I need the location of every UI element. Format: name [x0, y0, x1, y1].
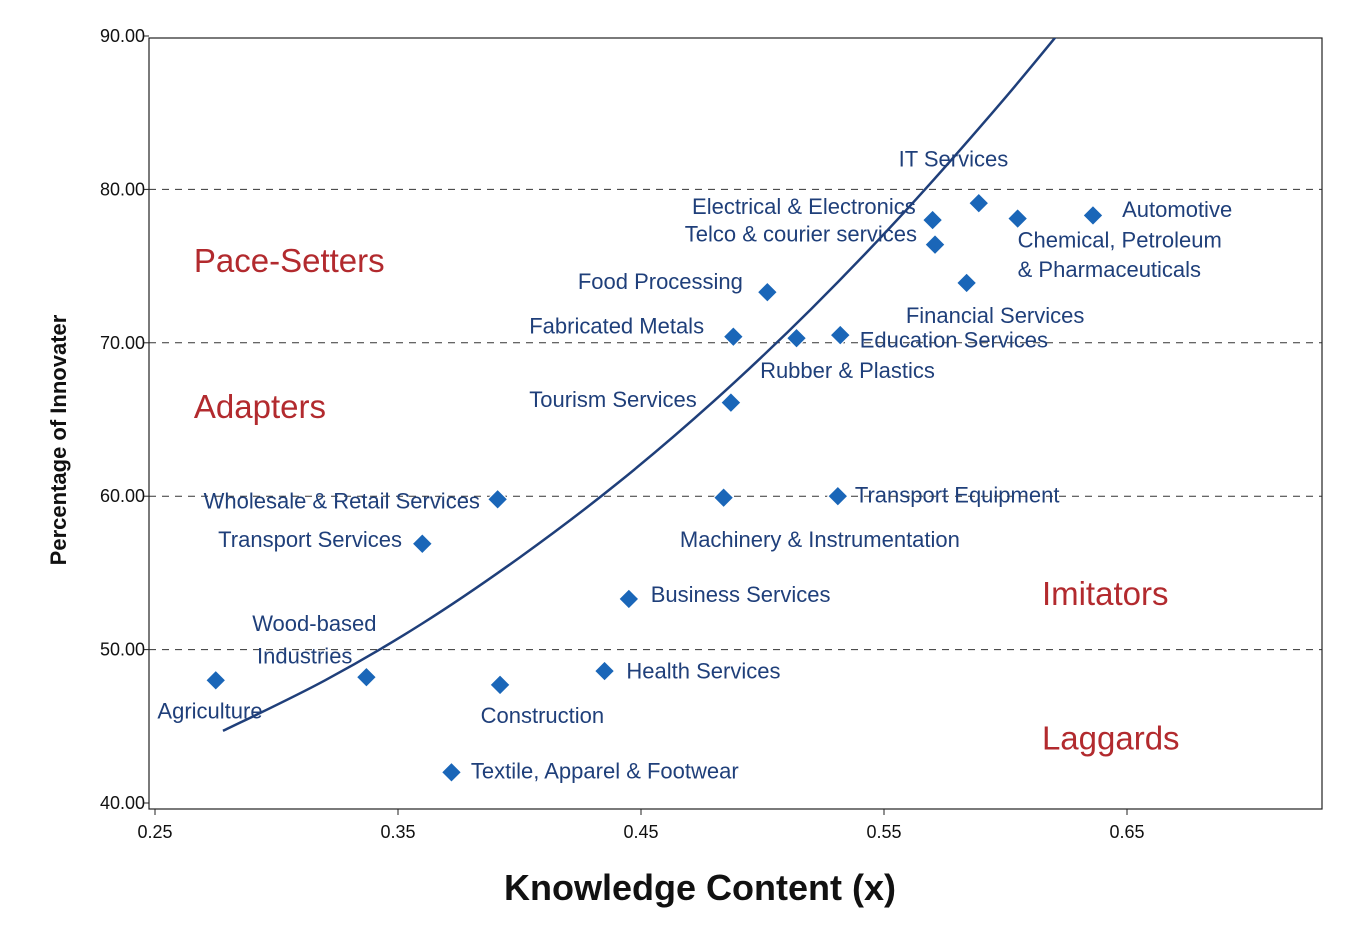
marker-education-services	[829, 324, 852, 346]
label-and-pharmaceuticals: & Pharmaceuticals	[1018, 257, 1201, 282]
marker-tourism-services	[720, 391, 742, 414]
marker-electrical-and-electronics	[921, 209, 944, 231]
x-tick-label: 0.45	[623, 822, 658, 842]
point-labels: Agriculture Wood-based Industries Transport…	[157, 146, 1232, 783]
marker-textile-apparel-and-footwear	[440, 761, 463, 784]
data-markers	[204, 192, 1104, 784]
x-tick-label: 0.25	[137, 822, 172, 842]
label-fabricated-metals: Fabricated Metals	[529, 314, 704, 339]
label-chemical-petroleum: Chemical, Petroleum	[1018, 228, 1222, 253]
marker-business-services	[618, 588, 640, 610]
label-transport-services: Transport Services	[218, 527, 402, 552]
x-tick-label: 0.65	[1109, 822, 1144, 842]
label-tourism-services: Tourism Services	[529, 387, 696, 412]
y-tick-label: 80.00	[100, 179, 145, 199]
label-rubber-and-plastics: Rubber & Plastics	[760, 358, 935, 383]
marker-health-services	[593, 660, 616, 682]
label-transport-equipment: Transport Equipment	[855, 482, 1060, 507]
label-education-services: Education Services	[860, 327, 1048, 352]
marker-fabricated-metals	[722, 325, 745, 348]
label-agriculture: Agriculture	[157, 699, 262, 724]
label-industries: Industries	[257, 643, 352, 668]
label-construction: Construction	[481, 703, 605, 728]
label-telco-and-courier-services: Telco & courier services	[685, 222, 917, 247]
label-wood-based: Wood-based	[252, 611, 376, 636]
y-tick-label: 50.00	[100, 640, 145, 660]
category-pace-setters: Pace-Setters	[194, 242, 385, 279]
trend-curve-group	[222, 38, 1057, 733]
plot-frame	[148, 37, 1323, 810]
marker-it-services	[967, 192, 990, 215]
category-imitators: Imitators	[1042, 575, 1169, 612]
axis-ticks: 40.00 50.00 60.00 70.00 80.00 90.00 0.25 0.35 0.…	[100, 26, 1145, 842]
category-adapters: Adapters	[194, 388, 326, 425]
x-tick-label: 0.35	[380, 822, 415, 842]
y-tick-label: 90.00	[100, 26, 145, 46]
y-tick-label: 60.00	[100, 486, 145, 506]
label-textile-apparel-and-footwear: Textile, Apparel & Footwear	[471, 758, 739, 783]
trend-curve	[222, 38, 1057, 733]
marker-wholesale-and-retail-services	[486, 488, 509, 511]
label-business-services: Business Services	[651, 582, 831, 607]
marker-construction	[489, 674, 511, 696]
category-laggards: Laggards	[1042, 719, 1180, 756]
label-it-services: IT Services	[899, 146, 1009, 171]
marker-telco-and-courier-services	[924, 233, 946, 256]
y-tick-label: 40.00	[100, 793, 145, 813]
marker-machinery-and-instrumentation	[712, 486, 735, 509]
marker-rubber-and-plastics	[785, 327, 808, 350]
x-tick-label: 0.55	[866, 822, 901, 842]
x-axis-title: Knowledge Content (x)	[504, 867, 896, 908]
marker-financial-services	[955, 272, 978, 294]
label-health-services: Health Services	[626, 659, 780, 684]
marker-agriculture	[204, 669, 227, 692]
marker-transport-equipment	[826, 485, 849, 508]
label-automotive: Automotive	[1122, 197, 1232, 222]
marker-chemical-petroleum-and-pharmaceuticals	[1006, 207, 1029, 230]
label-financial-services: Financial Services	[906, 303, 1085, 328]
y-axis-title: Percentage of Innovater	[46, 314, 71, 565]
category-labels: Pace-Setters Adapters Imitators Laggards	[194, 242, 1180, 756]
label-wholesale-and-retail-services: Wholesale & Retail Services	[204, 488, 480, 513]
label-electrical-and-electronics: Electrical & Electronics	[692, 194, 916, 219]
marker-food-processing	[756, 281, 779, 304]
marker-wood-based-industries	[355, 666, 378, 689]
marker-transport-services	[411, 532, 434, 555]
label-machinery-and-instrumentation: Machinery & Instrumentation	[680, 527, 960, 552]
y-tick-label: 70.00	[100, 333, 145, 353]
marker-automotive	[1082, 204, 1104, 227]
label-food-processing: Food Processing	[578, 269, 743, 294]
